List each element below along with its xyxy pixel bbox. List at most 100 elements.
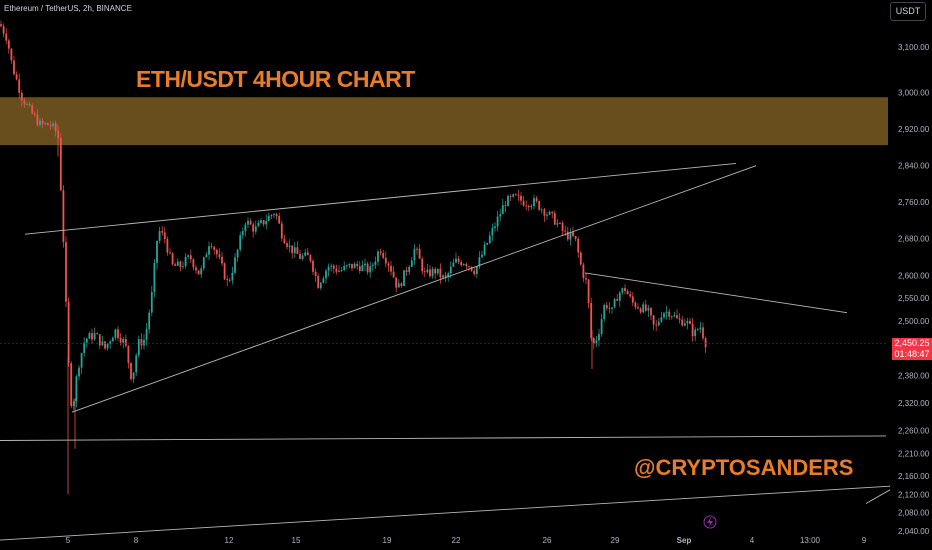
candle-body bbox=[325, 270, 327, 279]
candle-body bbox=[691, 323, 694, 337]
candle-body bbox=[44, 123, 47, 124]
candle-body bbox=[33, 113, 36, 115]
candle-body bbox=[169, 252, 171, 254]
candle-body bbox=[418, 248, 421, 259]
candle-body bbox=[704, 338, 707, 348]
chart-annotation-handle: @CRYPTOSANDERS bbox=[634, 455, 854, 480]
time-tick-label: 15 bbox=[292, 536, 301, 545]
candle-body bbox=[252, 224, 255, 232]
time-tick-label: 29 bbox=[611, 536, 620, 545]
price-tick-label: 2,260.00 bbox=[898, 426, 930, 435]
candle-body bbox=[561, 223, 564, 231]
time-tick-label: 13:00 bbox=[800, 536, 821, 545]
candle-body bbox=[2, 26, 5, 34]
candle-body bbox=[611, 307, 613, 309]
candle-body bbox=[49, 125, 52, 126]
resistance-zone[interactable] bbox=[0, 97, 888, 146]
candle-body bbox=[400, 283, 403, 287]
candle-body bbox=[132, 372, 135, 380]
candle-body bbox=[296, 247, 299, 254]
candle-body bbox=[358, 266, 361, 271]
candle-body bbox=[234, 257, 236, 273]
candle-body bbox=[657, 321, 660, 326]
candle-body bbox=[540, 209, 543, 211]
candle-body bbox=[507, 195, 509, 207]
candle-body bbox=[306, 252, 309, 256]
candle-body bbox=[694, 329, 697, 337]
candle-body bbox=[689, 320, 691, 324]
time-axis[interactable]: 5 8 12 15 19 22 26 29 Sep 4 13:00 9 bbox=[66, 536, 867, 545]
candle-body bbox=[78, 367, 80, 377]
candle-body bbox=[408, 266, 411, 273]
price-tick-label: 2,080.00 bbox=[898, 509, 930, 518]
candle-body bbox=[642, 304, 645, 313]
candle-body bbox=[395, 277, 398, 288]
candle-body bbox=[572, 232, 574, 237]
candle-body bbox=[286, 243, 288, 247]
trendline[interactable] bbox=[0, 485, 891, 541]
candle-body bbox=[512, 194, 515, 197]
lightning-icon[interactable] bbox=[703, 515, 717, 529]
candle-body bbox=[314, 271, 317, 276]
candle-body bbox=[210, 246, 213, 248]
candle-body bbox=[226, 279, 229, 281]
candle-body bbox=[96, 333, 99, 335]
candle-body bbox=[520, 195, 522, 201]
candle-body bbox=[72, 401, 75, 407]
price-tick-label: 2,920.00 bbox=[898, 125, 930, 134]
candle-body bbox=[543, 209, 546, 216]
candle-body bbox=[426, 269, 429, 273]
candle-body bbox=[275, 214, 278, 216]
candle-body bbox=[80, 353, 83, 368]
candle-body bbox=[299, 253, 301, 259]
candle-body bbox=[75, 376, 78, 402]
candle-body bbox=[62, 190, 65, 243]
candle-body bbox=[569, 232, 572, 240]
candle-body bbox=[18, 79, 21, 93]
candle-body bbox=[353, 263, 356, 269]
trendline[interactable] bbox=[865, 489, 891, 504]
trendline[interactable] bbox=[0, 435, 887, 441]
candle-body bbox=[137, 339, 140, 356]
candle-body bbox=[530, 206, 533, 208]
price-axis[interactable]: 3,100.00 3,000.00 2,920.00 2,840.00 2,760.00… bbox=[898, 43, 930, 536]
candle-body bbox=[293, 247, 296, 254]
candle-body bbox=[455, 258, 457, 263]
trendline[interactable] bbox=[71, 165, 757, 413]
candle-body bbox=[330, 265, 333, 267]
candle-body bbox=[559, 222, 561, 224]
candle-body bbox=[600, 319, 603, 335]
candle-body bbox=[189, 255, 192, 260]
currency-button[interactable]: USDT bbox=[890, 2, 926, 21]
candle-body bbox=[423, 271, 426, 273]
candle-body bbox=[13, 60, 15, 75]
candle-body bbox=[605, 305, 608, 309]
candle-body bbox=[488, 235, 491, 244]
candle-body bbox=[254, 226, 257, 232]
trendline[interactable] bbox=[24, 162, 737, 235]
candle-body bbox=[449, 266, 452, 274]
candle-body bbox=[182, 266, 184, 267]
candle-body bbox=[117, 329, 119, 339]
candle-body bbox=[343, 265, 346, 270]
time-tick-label: 9 bbox=[862, 536, 867, 545]
candle-body bbox=[460, 261, 463, 266]
trendline[interactable] bbox=[584, 272, 848, 314]
candle-body bbox=[200, 268, 203, 275]
price-tick-label: 2,380.00 bbox=[898, 372, 930, 381]
trendlines[interactable] bbox=[0, 162, 891, 541]
candle-body bbox=[650, 307, 652, 316]
candle-body bbox=[88, 333, 91, 339]
last-price-value: 2,450.25 bbox=[894, 337, 930, 348]
candle-body bbox=[582, 264, 585, 279]
price-tick-label: 2,500.00 bbox=[898, 317, 930, 326]
candle-body bbox=[556, 222, 559, 225]
candle-body bbox=[486, 243, 489, 245]
candle-body bbox=[457, 258, 460, 262]
time-tick-label: 5 bbox=[66, 536, 71, 545]
candle-body bbox=[452, 262, 455, 267]
candle-body bbox=[574, 236, 577, 239]
candle-body bbox=[218, 254, 221, 257]
